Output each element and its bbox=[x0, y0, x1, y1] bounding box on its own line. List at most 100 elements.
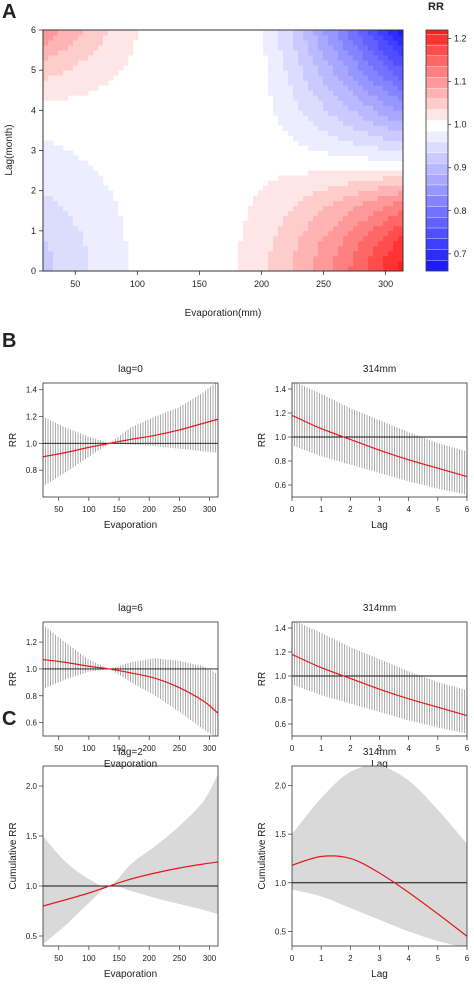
heatmap-cell bbox=[288, 65, 294, 71]
heatmap-cell bbox=[268, 220, 274, 227]
heatmap-cell bbox=[313, 55, 319, 61]
heatmap-cell bbox=[83, 60, 89, 66]
heatmap-cell bbox=[338, 195, 344, 202]
heatmap-cell bbox=[348, 70, 354, 76]
heatmap-cell bbox=[83, 240, 89, 247]
heatmap-cell bbox=[43, 225, 49, 232]
heatmap-cell bbox=[93, 220, 99, 227]
panel2-x-tick-label: 5 bbox=[436, 505, 441, 514]
heatmap-cell bbox=[328, 255, 334, 262]
heatmap-cell bbox=[53, 215, 59, 222]
heatmap-cell bbox=[278, 240, 284, 247]
heatmap-cell bbox=[338, 225, 344, 232]
heatmap-cell bbox=[358, 65, 364, 71]
heatmap-cell bbox=[313, 145, 319, 151]
heatmap-cell bbox=[373, 100, 379, 106]
heatmap-cell bbox=[268, 70, 274, 76]
heatmap-cell bbox=[278, 245, 284, 252]
heatmap-x-tick-label: 200 bbox=[254, 279, 269, 289]
heatmap-cell bbox=[368, 110, 374, 116]
heatmap-cell bbox=[293, 100, 299, 106]
heatmap-cell bbox=[83, 255, 89, 262]
heatmap-cell bbox=[298, 255, 304, 262]
heatmap-cell bbox=[328, 265, 334, 271]
heatmap-cell bbox=[88, 175, 94, 182]
heatmap-cell bbox=[303, 35, 309, 41]
heatmap-cell bbox=[108, 190, 114, 197]
heatmap-cell bbox=[298, 90, 304, 96]
heatmap-cell bbox=[73, 35, 79, 41]
heatmap-cell bbox=[258, 235, 264, 242]
heatmap-cell bbox=[363, 190, 369, 197]
heatmap-cell bbox=[278, 190, 284, 197]
heatmap-cell bbox=[103, 255, 109, 262]
heatmap-cell bbox=[113, 210, 119, 217]
heatmap-cell bbox=[308, 235, 314, 242]
heatmap-cell bbox=[313, 100, 319, 106]
panel5-x-tick-label: 250 bbox=[173, 954, 187, 963]
panel5-y-tick-label: 1.0 bbox=[26, 882, 38, 891]
heatmap-cell bbox=[318, 255, 324, 262]
heatmap-cell bbox=[328, 170, 334, 176]
heatmap-cell bbox=[298, 130, 304, 136]
heatmap-cell bbox=[43, 60, 49, 66]
heatmap-cell bbox=[108, 205, 114, 212]
heatmap-cell bbox=[358, 60, 364, 66]
heatmap-cell bbox=[103, 190, 109, 197]
heatmap-cell bbox=[258, 195, 264, 202]
heatmap-cell bbox=[63, 255, 69, 262]
heatmap-cell bbox=[368, 105, 374, 111]
panel4-y-tick-label: 0.6 bbox=[275, 720, 287, 729]
heatmap-cell bbox=[368, 50, 374, 56]
heatmap-cell bbox=[78, 50, 84, 56]
heatmap-cell bbox=[53, 175, 59, 182]
heatmap-cell bbox=[388, 145, 394, 151]
heatmap-cell bbox=[48, 75, 54, 81]
panel3-plot-area bbox=[43, 624, 218, 736]
panel4-x-tick-label: 1 bbox=[319, 744, 324, 753]
heatmap-cell bbox=[58, 230, 64, 237]
heatmap-cell bbox=[358, 190, 364, 197]
heatmap-cell bbox=[48, 165, 54, 171]
colorbar-band bbox=[425, 163, 449, 175]
heatmap-cell bbox=[353, 185, 359, 192]
heatmap-cell bbox=[368, 175, 374, 182]
heatmap-cell bbox=[68, 185, 74, 192]
heatmap-cell bbox=[48, 65, 54, 71]
heatmap-cell bbox=[93, 250, 99, 257]
heatmap-cell bbox=[338, 190, 344, 197]
heatmap-cell bbox=[383, 80, 389, 86]
heatmap-cell bbox=[73, 265, 79, 271]
heatmap-cell bbox=[328, 110, 334, 116]
heatmap-cell bbox=[323, 140, 329, 146]
heatmap-cell bbox=[323, 230, 329, 237]
heatmap-cell bbox=[363, 75, 369, 81]
heatmap-cell bbox=[68, 45, 74, 51]
heatmap-cell bbox=[388, 240, 394, 247]
heatmap-cell bbox=[48, 95, 54, 101]
heatmap-cell bbox=[368, 95, 374, 101]
heatmap-cell bbox=[303, 130, 309, 136]
heatmap-cell bbox=[353, 260, 359, 267]
heatmap-cell bbox=[288, 260, 294, 267]
heatmap-cell bbox=[303, 185, 309, 192]
heatmap-cell bbox=[83, 160, 89, 166]
heatmap-cell bbox=[128, 50, 134, 56]
heatmap-cell bbox=[298, 195, 304, 202]
heatmap-cell bbox=[113, 30, 119, 36]
heatmap-cell bbox=[363, 230, 369, 237]
heatmap-cell bbox=[113, 215, 119, 222]
heatmap-cell bbox=[278, 90, 284, 96]
heatmap-cell bbox=[283, 70, 289, 76]
heatmap-cell bbox=[268, 190, 274, 197]
heatmap-cell bbox=[323, 65, 329, 71]
heatmap-cell bbox=[68, 175, 74, 182]
heatmap-cell bbox=[353, 205, 359, 212]
heatmap-cell bbox=[323, 95, 329, 101]
heatmap-cell bbox=[373, 105, 379, 111]
heatmap-cell bbox=[398, 75, 403, 81]
heatmap-cell bbox=[88, 75, 94, 81]
heatmap-cell bbox=[278, 85, 284, 91]
heatmap-cell bbox=[83, 90, 89, 96]
heatmap-cell bbox=[383, 195, 389, 202]
